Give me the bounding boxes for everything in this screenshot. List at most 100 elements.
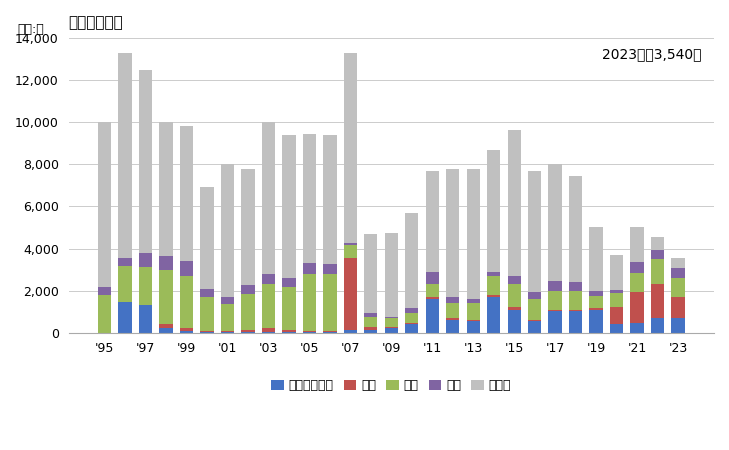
Bar <box>221 332 234 333</box>
Bar <box>139 305 152 333</box>
Bar <box>160 270 173 324</box>
Bar <box>200 332 214 333</box>
Bar <box>631 262 644 273</box>
Bar <box>364 329 378 333</box>
Bar <box>343 258 357 329</box>
Bar <box>467 321 480 333</box>
Bar <box>323 274 337 331</box>
Bar <box>118 53 132 258</box>
Bar <box>405 308 418 313</box>
Bar <box>160 256 173 270</box>
Bar <box>405 323 418 324</box>
Bar <box>241 285 254 294</box>
Bar <box>651 237 664 250</box>
Bar <box>139 267 152 305</box>
Bar <box>364 234 378 313</box>
Bar <box>282 329 295 332</box>
Bar <box>343 329 357 333</box>
Bar <box>221 164 234 297</box>
Bar <box>262 284 275 328</box>
Bar <box>343 53 357 243</box>
Bar <box>446 169 459 297</box>
Bar <box>671 297 685 318</box>
Bar <box>385 233 398 317</box>
Bar <box>139 70 152 253</box>
Bar <box>303 331 316 332</box>
Bar <box>200 297 214 331</box>
Bar <box>241 332 254 333</box>
Bar <box>180 328 193 331</box>
Bar <box>610 307 623 324</box>
Legend: インドネシア, 中国, 米国, 台湾, その他: インドネシア, 中国, 米国, 台湾, その他 <box>266 374 516 397</box>
Text: 単位:台: 単位:台 <box>17 23 44 36</box>
Bar <box>160 324 173 328</box>
Bar <box>405 324 418 333</box>
Bar <box>241 329 254 332</box>
Bar <box>282 288 295 329</box>
Bar <box>487 272 500 276</box>
Bar <box>467 320 480 321</box>
Bar <box>487 149 500 272</box>
Bar <box>590 296 603 308</box>
Bar <box>426 284 439 297</box>
Bar <box>610 324 623 333</box>
Bar <box>364 313 378 317</box>
Bar <box>528 171 542 292</box>
Bar <box>221 331 234 332</box>
Bar <box>548 281 562 291</box>
Bar <box>569 176 582 282</box>
Bar <box>282 332 295 333</box>
Bar <box>671 258 685 269</box>
Bar <box>651 318 664 333</box>
Bar <box>221 297 234 304</box>
Bar <box>569 282 582 291</box>
Bar <box>507 276 521 284</box>
Bar <box>323 135 337 264</box>
Bar <box>590 310 603 333</box>
Bar <box>426 171 439 272</box>
Bar <box>303 263 316 274</box>
Bar <box>98 288 112 295</box>
Bar <box>98 122 112 288</box>
Bar <box>385 328 398 333</box>
Bar <box>446 318 459 320</box>
Bar <box>343 243 357 245</box>
Bar <box>548 291 562 310</box>
Bar <box>364 328 378 329</box>
Bar <box>343 245 357 258</box>
Bar <box>569 291 582 310</box>
Bar <box>610 292 623 307</box>
Bar <box>671 269 685 278</box>
Bar <box>446 297 459 303</box>
Bar <box>651 259 664 284</box>
Bar <box>548 310 562 333</box>
Bar <box>241 294 254 329</box>
Bar <box>385 318 398 328</box>
Bar <box>528 299 542 320</box>
Bar <box>385 317 398 318</box>
Bar <box>180 126 193 261</box>
Bar <box>426 299 439 333</box>
Bar <box>487 276 500 295</box>
Bar <box>262 332 275 333</box>
Bar <box>528 320 542 321</box>
Bar <box>98 295 112 333</box>
Bar <box>180 261 193 276</box>
Bar <box>528 292 542 299</box>
Bar <box>282 278 295 288</box>
Bar <box>282 135 295 278</box>
Bar <box>323 331 337 332</box>
Bar <box>671 318 685 333</box>
Bar <box>160 122 173 256</box>
Bar <box>467 303 480 320</box>
Bar <box>467 299 480 303</box>
Bar <box>610 289 623 292</box>
Bar <box>487 297 500 333</box>
Bar <box>507 284 521 307</box>
Bar <box>200 289 214 297</box>
Bar <box>651 250 664 259</box>
Bar <box>631 273 644 292</box>
Bar <box>426 272 439 284</box>
Bar <box>590 291 603 296</box>
Bar <box>487 295 500 297</box>
